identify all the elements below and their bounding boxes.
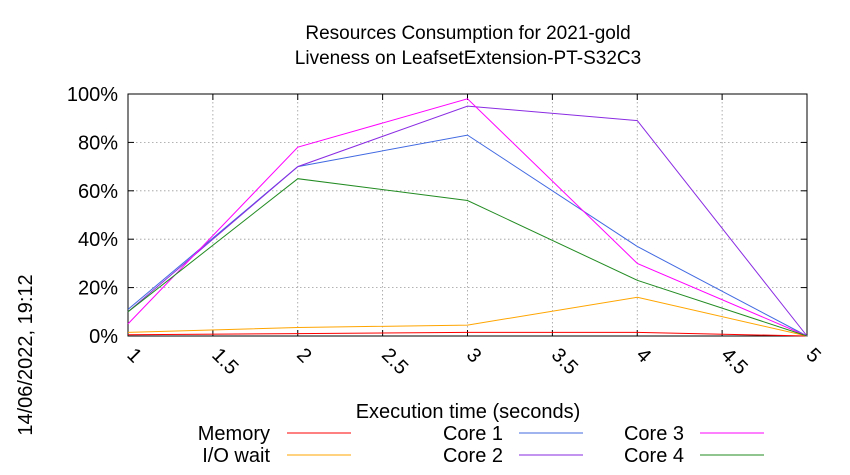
x-tick-label: 2.5 [377,344,412,379]
series-line-core-1 [127,134,808,337]
x-tick-label: 4.5 [717,344,752,379]
x-tick-label: 5 [801,344,824,367]
x-axis-label: Execution time (seconds) [356,401,581,423]
y-tick-label: 100% [67,84,118,106]
timestamp-label: 14/06/2022, 19:12 [15,274,37,435]
x-tick-label: 1 [122,344,145,367]
y-axis-ticks: 0% 20% 40% 60% 80% 100% [67,84,807,348]
x-tick-label: 3.5 [547,344,582,379]
y-tick-label: 0% [89,326,118,348]
series-line-memory [127,331,808,337]
series-lines [127,98,808,337]
y-tick-label: 60% [78,181,118,203]
series-line-core-3 [127,98,808,337]
chart-title-line1: Resources Consumption for 2021-gold [305,23,630,44]
y-tick-label: 20% [78,278,118,300]
x-tick-label: 3 [462,344,485,367]
legend-label-core-1: Core 1 [443,423,503,445]
grid-lines [128,94,807,336]
x-tick-label: 4 [632,344,655,367]
x-tick-label: 1.5 [207,344,242,379]
series-line-i-o-wait [127,296,808,337]
legend-label-memory: Memory [198,423,270,445]
x-tick-label: 2 [292,344,315,367]
chart-title-line2: Liveness on LeafsetExtension-PT-S32C3 [295,48,641,69]
series-line-core-4 [127,178,808,337]
legend-label-core-4: Core 4 [624,445,684,467]
y-tick-label: 80% [78,132,118,154]
legend-label-core-2: Core 2 [443,445,503,467]
legend-label-i-o-wait: I/O wait [202,445,270,467]
y-tick-label: 40% [78,229,118,251]
legend-label-core-3: Core 3 [624,423,684,445]
series-line-core-2 [127,105,808,337]
